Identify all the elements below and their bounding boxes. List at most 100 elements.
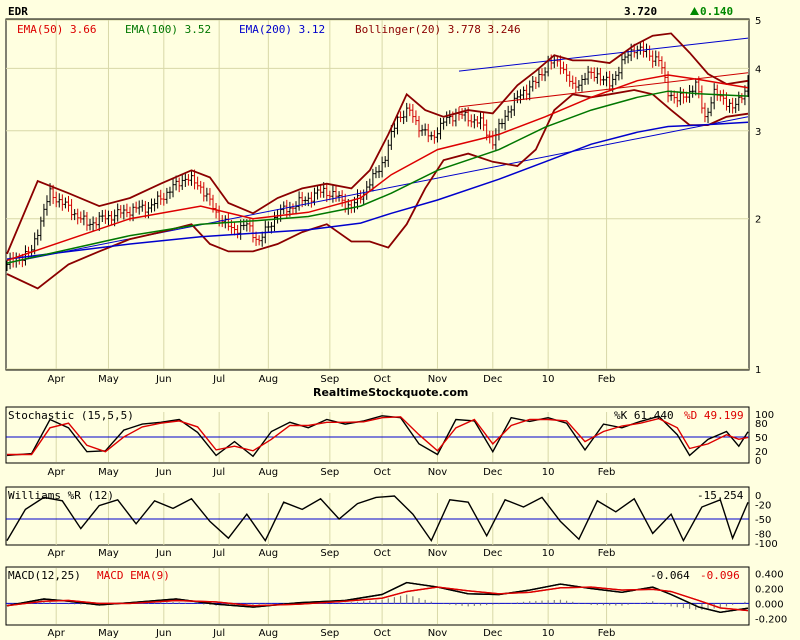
panel-x-tick-label: Apr — [48, 548, 66, 559]
price-x-tick-label: Sep — [320, 374, 339, 385]
williams-value: -15.254 — [697, 489, 744, 502]
macd-y-tick-label: 0.000 — [755, 599, 784, 610]
williams-title: Williams %R (12) — [8, 489, 114, 502]
change-value: 0.140 — [700, 5, 733, 18]
williams-y-tick-label: -20 — [755, 501, 771, 512]
stochastic-k-label: %K 61.440 — [614, 409, 674, 422]
panel-x-tick-label: Apr — [48, 628, 66, 639]
panel-x-tick-label: Nov — [428, 548, 448, 559]
price-x-tick-label: Feb — [598, 374, 616, 385]
price-x-tick-label: May — [98, 374, 119, 385]
panel-x-tick-label: Oct — [373, 467, 390, 478]
watermark: RealtimeStockquote.com — [313, 386, 468, 399]
price-x-tick-label: Jun — [155, 374, 172, 385]
stochastic-grid — [6, 412, 749, 462]
panel-x-tick-label: May — [98, 548, 119, 559]
stochastic-y-tick-label: 0 — [755, 456, 761, 467]
panel-x-tick-label: Dec — [483, 467, 502, 478]
stochastic-marks — [6, 415, 749, 458]
stochastic-y-tick-label: 50 — [755, 433, 768, 444]
macd-y-tick-label: 0.200 — [755, 585, 784, 596]
panel-x-tick-label: Nov — [428, 467, 448, 478]
stochastic-frame — [5, 406, 750, 464]
williams-y-tick-label: 0 — [755, 491, 761, 502]
ema100-line — [6, 90, 749, 264]
williams-frame — [5, 486, 750, 546]
macd-marks — [6, 581, 749, 614]
ema200-line — [6, 121, 749, 260]
panel-x-tick-label: Oct — [373, 548, 390, 559]
price-panel-frame — [5, 18, 750, 371]
price-y-tick-label: 1 — [755, 365, 761, 376]
panel-x-tick-label: Sep — [320, 467, 339, 478]
panel-x-tick-label: Feb — [598, 628, 616, 639]
legend-ema100: EMA(100) 3.52 — [125, 23, 211, 36]
ticker-label: EDR — [8, 5, 28, 18]
panel-x-tick-label: Oct — [373, 628, 390, 639]
williams-y-tick-label: -100 — [755, 539, 778, 550]
panel-x-tick-label: Jul — [212, 628, 225, 639]
price-x-tick-label: Jul — [212, 374, 225, 385]
macd-frame — [5, 566, 750, 626]
panel-x-tick-label: Sep — [320, 628, 339, 639]
panel-x-tick-label: Aug — [259, 467, 279, 478]
panel-x-tick-label: Aug — [259, 548, 279, 559]
price-y-tick-label: 5 — [755, 16, 761, 27]
williams-y-tick-label: -80 — [755, 529, 771, 540]
panel-x-tick-label: Jun — [155, 548, 172, 559]
macd-panel: MACD(12,25) MACD EMA(9) -0.064 -0.096 — [5, 566, 750, 626]
price-y-tick-label: 3 — [755, 127, 761, 138]
williams-marks — [6, 495, 749, 543]
panel-x-tick-label: 10 — [542, 628, 555, 639]
stochastic-y-tick-label: 100 — [755, 410, 774, 421]
price-x-tick-label: Oct — [373, 374, 390, 385]
macd-title: MACD(12,25) — [8, 569, 81, 582]
panel-x-tick-label: Jun — [155, 628, 172, 639]
legend-ema200: EMA(200) 3.12 — [239, 23, 325, 36]
panel-x-tick-label: Dec — [483, 628, 502, 639]
macd-series-line — [6, 586, 749, 612]
price-y-tick-label: 4 — [755, 64, 761, 75]
price-x-tick-label: Dec — [483, 374, 502, 385]
macd-ema-value: -0.096 — [700, 569, 740, 582]
panel-x-tick-label: 10 — [542, 467, 555, 478]
panel-x-tick-label: May — [98, 628, 119, 639]
stochastic-y-tick-label: 80 — [755, 419, 768, 430]
panel-x-tick-label: Feb — [598, 467, 616, 478]
price-x-tick-label: Aug — [259, 374, 279, 385]
price-panel — [5, 18, 750, 371]
panel-x-tick-label: Nov — [428, 628, 448, 639]
panel-x-tick-label: Aug — [259, 628, 279, 639]
panel-x-tick-label: Sep — [320, 548, 339, 559]
panel-x-tick-label: 10 — [542, 548, 555, 559]
legend-ema50: EMA(50) 3.66 — [17, 23, 96, 36]
panel-x-tick-label: Dec — [483, 548, 502, 559]
panel-x-tick-label: Apr — [48, 467, 66, 478]
stochastic-y-tick-label: 20 — [755, 447, 768, 458]
price-x-tick-label: Nov — [428, 374, 448, 385]
ema50-line — [6, 74, 749, 262]
legend-bollinger: Bollinger(20) 3.778 3.246 — [355, 23, 521, 36]
panel-x-tick-label: Jun — [155, 467, 172, 478]
williams-panel: Williams %R (12) -15.254 — [5, 486, 750, 546]
up-triangle-icon — [690, 7, 699, 15]
williams-series-line — [6, 495, 749, 543]
trend-line — [458, 72, 749, 108]
panel-x-tick-label: May — [98, 467, 119, 478]
macd-value: -0.064 — [650, 569, 690, 582]
panel-x-tick-label: Feb — [598, 548, 616, 559]
bollinger-upper-line — [6, 32, 749, 255]
macd-y-tick-label: -0.200 — [755, 614, 787, 625]
stochastic-panel: Stochastic (15,5,5) %K 61.440 %D 49.199 — [5, 406, 750, 464]
panel-x-tick-label: Jul — [212, 548, 225, 559]
price-x-tick-label: Apr — [48, 374, 66, 385]
macd-ema-title: MACD EMA(9) — [97, 569, 170, 582]
price-x-tick-label: 10 — [542, 374, 555, 385]
stochastic-d-label: %D 49.199 — [684, 409, 744, 422]
williams-y-tick-label: -50 — [755, 515, 771, 526]
panel-x-tick-label: Jul — [212, 467, 225, 478]
stochastic-series-line — [7, 416, 749, 456]
